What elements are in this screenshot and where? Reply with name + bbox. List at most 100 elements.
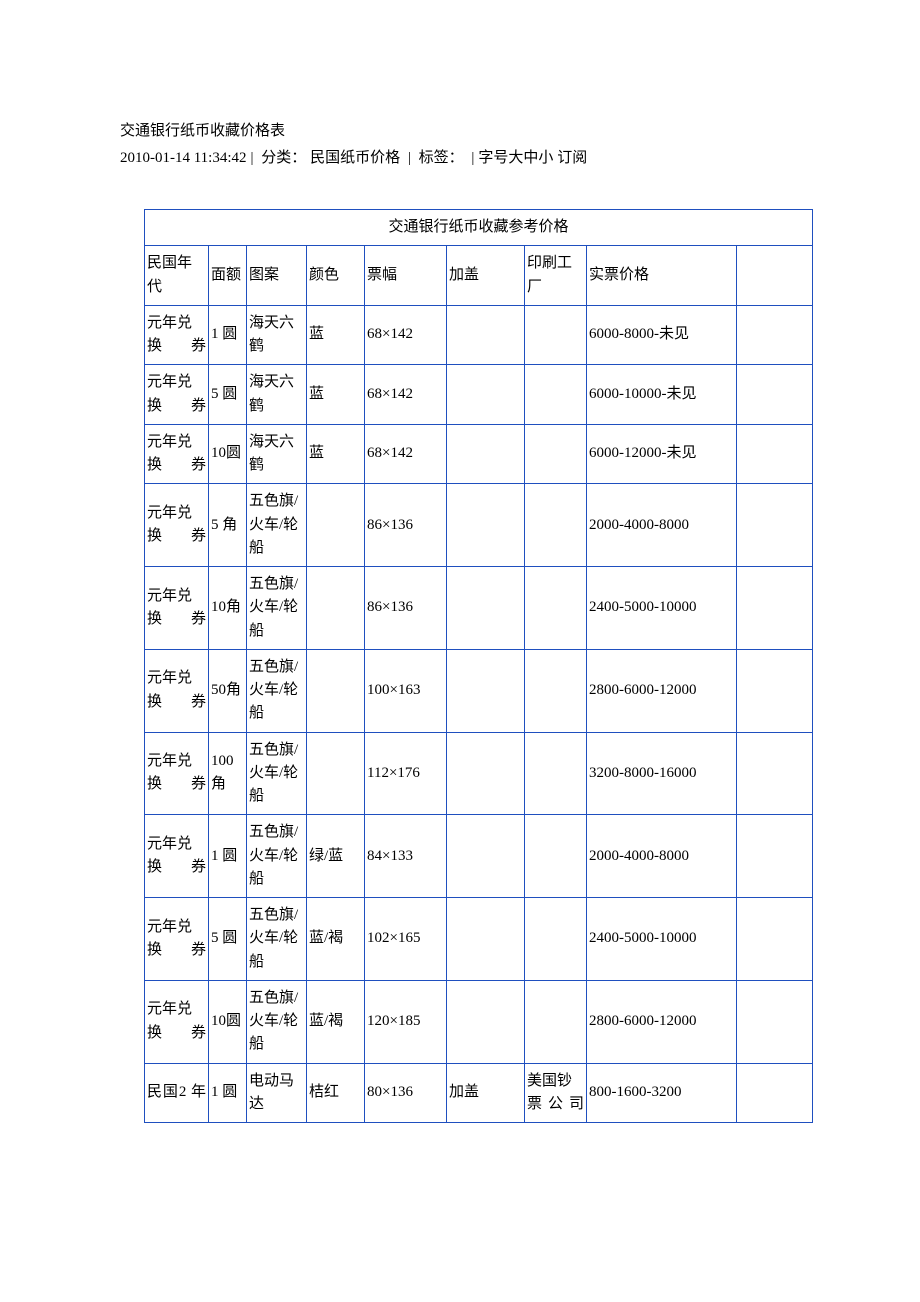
cell-pad [737,424,813,484]
subscribe-link[interactable]: 订阅 [557,150,587,166]
cell-printer [525,898,587,981]
cell-era: 元年兑换券 [145,305,209,365]
page-title: 交通银行纸币收藏价格表 [120,120,800,143]
cell-denom: 50角 [209,649,247,732]
cell-printer: 美国钞票公司 [525,1063,587,1123]
cell-price: 2000-4000-8000 [587,815,737,898]
cell-color: 蓝 [307,305,365,365]
cell-size: 86×136 [365,484,447,567]
cell-denom: 5 角 [209,484,247,567]
col-price: 实票价格 [587,246,737,306]
table-row: 元年兑换券5 圆五色旗/火车/轮船蓝/褐102×1652400-5000-100… [145,898,813,981]
cell-printer [525,305,587,365]
cell-denom: 100角 [209,732,247,815]
cell-denom: 1 圆 [209,815,247,898]
separator: | [471,150,474,166]
cell-color [307,649,365,732]
cell-pattern: 五色旗/火车/轮船 [247,649,307,732]
col-denom: 面额 [209,246,247,306]
cell-denom: 5 圆 [209,898,247,981]
col-stamp: 加盖 [447,246,525,306]
fontsize-label: 字号 [478,150,508,166]
cell-size: 102×165 [365,898,447,981]
cell-denom: 10角 [209,567,247,650]
cell-color [307,484,365,567]
cell-stamp [447,649,525,732]
table-caption-row: 交通银行纸币收藏参考价格 [145,210,813,246]
cell-price: 6000-12000-未见 [587,424,737,484]
cell-era: 元年兑换券 [145,649,209,732]
cell-color: 绿/蓝 [307,815,365,898]
cell-size: 68×142 [365,365,447,425]
cell-price: 2400-5000-10000 [587,567,737,650]
cell-stamp: 加盖 [447,1063,525,1123]
cell-size: 112×176 [365,732,447,815]
cell-price: 3200-8000-16000 [587,732,737,815]
cell-price: 2400-5000-10000 [587,898,737,981]
col-size: 票幅 [365,246,447,306]
cell-size: 80×136 [365,1063,447,1123]
cell-pattern: 五色旗/火车/轮船 [247,815,307,898]
price-table: 交通银行纸币收藏参考价格 民国年代 面额 图案 颜色 票幅 加盖 印刷工厂 实票… [144,209,813,1123]
cell-size: 68×142 [365,424,447,484]
table-row: 元年兑换券10圆五色旗/火车/轮船蓝/褐120×1852800-6000-120… [145,980,813,1063]
cell-size: 120×185 [365,980,447,1063]
cell-era: 元年兑换券 [145,815,209,898]
cell-stamp [447,484,525,567]
cell-pad [737,567,813,650]
col-printer: 印刷工厂 [525,246,587,306]
cell-pad [737,898,813,981]
cell-pattern: 电动马达 [247,1063,307,1123]
col-pattern: 图案 [247,246,307,306]
fontsize-big-link[interactable]: 大 [508,150,523,166]
cell-size: 84×133 [365,815,447,898]
table-row: 元年兑换券1 圆五色旗/火车/轮船绿/蓝84×133 2000-4000-8000 [145,815,813,898]
cell-size: 100×163 [365,649,447,732]
cell-stamp [447,567,525,650]
cell-price: 2800-6000-12000 [587,649,737,732]
timestamp: 2010-01-14 11:34:42 [120,150,247,166]
cell-price: 6000-8000-未见 [587,305,737,365]
cell-price: 6000-10000-未见 [587,365,737,425]
cell-color [307,732,365,815]
cell-pad [737,815,813,898]
cell-pad [737,1063,813,1123]
table-row: 元年兑换券5 圆海天六鹤蓝68×1426000-10000-未见 [145,365,813,425]
cell-color: 蓝/褐 [307,898,365,981]
table-row: 民国2 年1 圆电动马达桔红80×136加盖美国钞票公司800-1600-320… [145,1063,813,1123]
cell-printer [525,980,587,1063]
cell-pattern: 五色旗/火车/轮船 [247,980,307,1063]
table-row: 元年兑换券50角五色旗/火车/轮船 100×163 2800-6000-12000 [145,649,813,732]
cell-color: 蓝 [307,424,365,484]
cell-pattern: 海天六鹤 [247,305,307,365]
col-pad [737,246,813,306]
separator: | [251,150,254,166]
table-row: 元年兑换券5 角五色旗/火车/轮船86×1362000-4000-8000 [145,484,813,567]
fontsize-small-link[interactable]: 小 [538,150,553,166]
category-link[interactable]: 民国纸币价格 [310,150,400,166]
cell-era: 元年兑换券 [145,484,209,567]
cell-era: 元年兑换券 [145,567,209,650]
cell-era: 元年兑换券 [145,732,209,815]
cell-color [307,567,365,650]
cell-stamp [447,424,525,484]
cell-pad [737,484,813,567]
fontsize-mid-link[interactable]: 中 [523,150,538,166]
cell-price: 2800-6000-12000 [587,980,737,1063]
cell-denom: 5 圆 [209,365,247,425]
cell-pad [737,980,813,1063]
cell-printer [525,732,587,815]
table-row: 元年兑换券10圆海天六鹤蓝68×1426000-12000-未见 [145,424,813,484]
cell-size: 68×142 [365,305,447,365]
cell-printer [525,567,587,650]
cell-printer [525,424,587,484]
cell-stamp [447,365,525,425]
cell-printer [525,649,587,732]
cell-size: 86×136 [365,567,447,650]
cell-pad [737,305,813,365]
cell-price: 2000-4000-8000 [587,484,737,567]
table-body: 交通银行纸币收藏参考价格 民国年代 面额 图案 颜色 票幅 加盖 印刷工厂 实票… [145,210,813,1123]
cell-printer [525,484,587,567]
meta-line: 2010-01-14 11:34:42| 分类： 民国纸币价格 | 标签： |字… [120,147,800,170]
cell-pattern: 海天六鹤 [247,424,307,484]
